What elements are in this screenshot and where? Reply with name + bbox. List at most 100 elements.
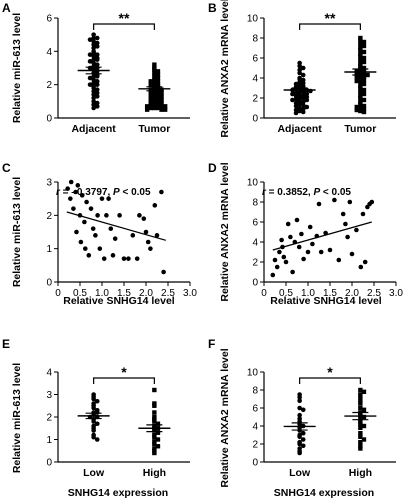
panel-c-data-point: [117, 213, 122, 218]
panel-a-data-point: [162, 104, 168, 109]
panel-d-x-tick-label: 0: [261, 288, 267, 299]
panel-e-data-point: [152, 432, 157, 438]
panel-f-data-point: [358, 387, 363, 393]
panel-a-data-point: [91, 39, 96, 44]
panel-a-data-point: [94, 79, 100, 84]
panel-e-data-point: [152, 419, 157, 424]
panel-d-data-point: [285, 221, 291, 227]
panel-e-data-point: [152, 446, 157, 451]
panel-e-data-point: [94, 437, 100, 442]
panel-d-data-point: [316, 201, 322, 207]
panel-f-data-point: [297, 412, 302, 418]
panel-c-x-tick-label: 2.0: [139, 288, 153, 299]
panel-d-data-point: [270, 272, 276, 278]
panel-c-annotation-r-value: = –0.3797,: [60, 187, 113, 198]
panel-d-data-point: [305, 249, 311, 255]
panel-a-data-point: [148, 102, 153, 107]
panel-b-data-point: [297, 108, 302, 114]
panel-b-data-point: [361, 81, 367, 87]
panel-b-data-point: [358, 101, 363, 107]
panel-b-data-point: [361, 49, 367, 55]
panel-b-data-point: [361, 74, 367, 80]
panel-a-data-point: [155, 95, 161, 101]
panel-f-y-tick-label: 2: [252, 440, 258, 451]
panel-b-data-point: [358, 89, 363, 95]
panel-b-data-point: [297, 70, 302, 76]
panel-a-data-point: [148, 97, 153, 102]
panel-a-data-point: [91, 102, 96, 107]
panel-b-data-point: [354, 68, 359, 74]
panel-d-data-point: [340, 211, 346, 217]
panel-c-data-point: [161, 269, 166, 275]
panel-e-y-tick-label: 3: [46, 390, 52, 401]
panel-d-data-point: [318, 249, 324, 255]
panel-b-y-tick-label: 0: [252, 114, 258, 125]
panel-e-data-point: [152, 441, 157, 447]
panel-a-data-point: [155, 92, 161, 97]
panel-e-data-point: [91, 428, 96, 433]
panel-a-y-tick-label: 6: [46, 14, 52, 25]
panel-e-data-point: [91, 419, 96, 424]
panel-c-data-point: [65, 186, 70, 191]
panel-d-data-point: [283, 259, 289, 265]
panel-d-x-tick-label: 3.0: [389, 288, 403, 299]
panel-f-category-label: Low: [289, 467, 311, 479]
panel-a-data-point: [87, 82, 93, 87]
panel-d-data-point: [347, 199, 353, 205]
panel-d-data-point: [327, 247, 333, 253]
panel-c-data-point: [101, 256, 107, 261]
panel-e-y-tick-label: 1: [46, 435, 52, 446]
panel-f-y-tick-label: 8: [252, 386, 258, 397]
panel-c-data-point: [152, 203, 158, 208]
panel-d: D Relative ANXA2 mRNA level Relative SNH…: [208, 161, 403, 307]
panel-b-data-point: [358, 85, 363, 91]
panel-a-data-point: [94, 74, 100, 79]
panel-a-data-point: [94, 40, 100, 46]
panel-a-data-point: [94, 100, 100, 106]
panel-d-annotation: r = 0.3852, P < 0.05: [262, 187, 351, 198]
panel-a-data-point: [148, 90, 153, 96]
panel-d-fit-line: [272, 221, 372, 251]
panel-e-data-point: [94, 398, 100, 404]
panel-c-x-tick-label: 1.5: [117, 288, 131, 299]
panel-d-y-tick-label: 6: [252, 218, 258, 229]
panel-e-y-tick-label: 2: [46, 413, 52, 424]
panel-b-data-point: [358, 73, 363, 79]
panel-b-significance-bracket: [299, 23, 361, 30]
panel-d-data-point: [310, 241, 315, 247]
panel-e-data-point: [152, 417, 157, 422]
panel-f-data-point: [361, 389, 367, 394]
panel-b-data-point: [358, 95, 363, 101]
panel-b-data-point: [358, 76, 363, 82]
panel-d-annotation-p: P: [313, 187, 320, 198]
panel-c-data-point: [126, 256, 131, 261]
panel-d-data-point: [369, 199, 375, 205]
panel-d-data-point: [307, 224, 313, 230]
panel-c-data-point: [108, 226, 114, 231]
panel-b-label: B: [208, 1, 217, 15]
panel-d-data-point: [281, 254, 287, 260]
panel-d-data-point: [362, 259, 368, 265]
panel-f-data-point: [358, 392, 363, 397]
panel-a-data-point: [155, 69, 161, 74]
panel-c-data-point: [143, 229, 149, 235]
panel-c-y-tick-label: 0: [46, 278, 52, 289]
panel-f-significance-label: *: [327, 364, 333, 380]
panel-f-ylabel: Relative ANXA2 mRNA level: [219, 348, 231, 487]
panel-c-data-point: [121, 256, 127, 261]
panel-e-significance-label: *: [121, 364, 127, 380]
panel-a-data-point: [159, 100, 164, 106]
panel-b-data-point: [290, 91, 295, 97]
panel-a-data-point: [91, 74, 96, 79]
panel-f-data-point: [361, 414, 367, 420]
panel-a-data-point: [91, 77, 96, 82]
panel-c-data-point: [134, 256, 140, 261]
panel-b-data-point: [354, 107, 359, 113]
panel-b-data-point: [293, 110, 299, 116]
panel-a-data-point: [152, 80, 157, 86]
panel-a-data-point: [159, 94, 164, 99]
panel-e-category-label: High: [143, 467, 166, 479]
panel-e-label: E: [2, 337, 10, 351]
panel-c-data-point: [93, 233, 98, 238]
panel-a-data-point: [152, 70, 157, 76]
